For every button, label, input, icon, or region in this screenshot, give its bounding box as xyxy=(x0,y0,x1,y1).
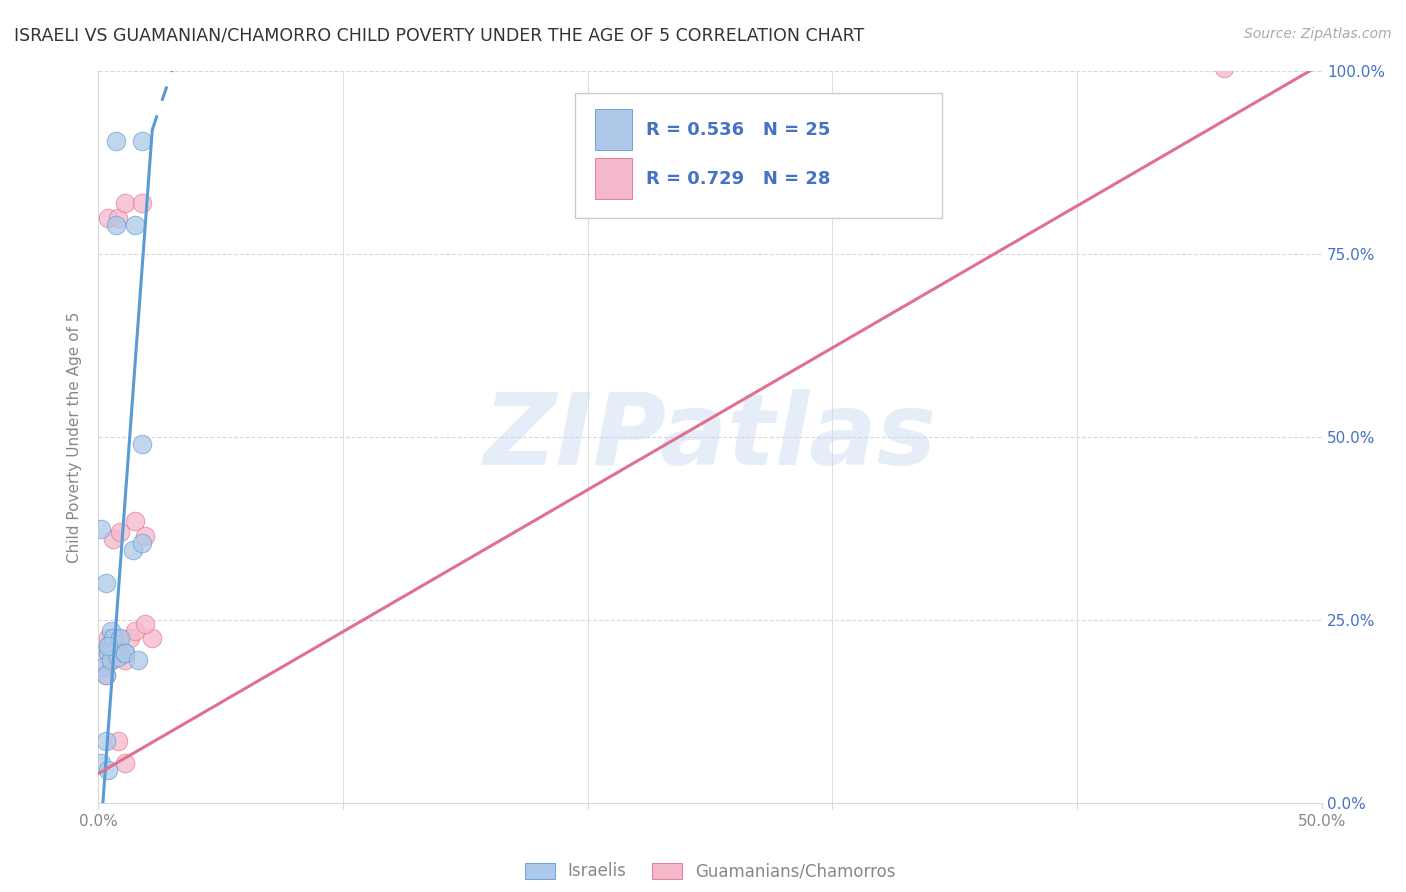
Point xyxy=(100,653,122,667)
Point xyxy=(127,653,149,667)
Point xyxy=(110,525,132,540)
Point xyxy=(90,521,112,535)
Point xyxy=(101,632,124,646)
Point xyxy=(100,653,122,667)
Point xyxy=(124,624,146,638)
Point xyxy=(107,632,129,646)
Point xyxy=(104,218,127,232)
Point xyxy=(124,514,146,528)
Point xyxy=(94,576,117,591)
Point xyxy=(91,660,114,674)
Y-axis label: Child Poverty Under the Age of 5: Child Poverty Under the Age of 5 xyxy=(67,311,83,563)
Point xyxy=(101,632,124,646)
Point xyxy=(131,536,153,550)
Point xyxy=(94,667,117,681)
Point xyxy=(114,646,136,660)
Point xyxy=(114,756,136,770)
Point xyxy=(94,733,117,747)
Point xyxy=(97,639,120,653)
Point xyxy=(97,763,120,777)
Point xyxy=(110,632,132,646)
Point xyxy=(120,632,142,646)
Point xyxy=(134,529,156,543)
Point xyxy=(90,756,112,770)
Point xyxy=(100,624,122,638)
Point xyxy=(141,632,163,646)
Point xyxy=(1212,61,1234,75)
FancyBboxPatch shape xyxy=(595,159,631,199)
Point xyxy=(131,196,153,211)
Point xyxy=(114,653,136,667)
Point xyxy=(114,646,136,660)
Text: R = 0.536   N = 25: R = 0.536 N = 25 xyxy=(647,120,831,138)
Point xyxy=(131,134,153,148)
Point xyxy=(104,639,127,653)
FancyBboxPatch shape xyxy=(595,110,631,150)
Point xyxy=(121,543,143,558)
Point xyxy=(104,134,127,148)
Text: R = 0.729   N = 28: R = 0.729 N = 28 xyxy=(647,169,831,187)
Point xyxy=(131,437,153,451)
Point xyxy=(97,632,120,646)
Point xyxy=(97,646,120,660)
Point xyxy=(97,646,120,660)
Point xyxy=(100,653,122,667)
Point xyxy=(101,533,124,547)
Point xyxy=(101,646,124,660)
Point xyxy=(94,667,117,681)
Point xyxy=(91,660,114,674)
Legend: Israelis, Guamanians/Chamorros: Israelis, Guamanians/Chamorros xyxy=(517,855,903,887)
Point xyxy=(97,639,120,653)
Point xyxy=(114,196,136,211)
FancyBboxPatch shape xyxy=(575,94,942,218)
Point xyxy=(107,649,129,664)
Point xyxy=(134,616,156,631)
Text: Source: ZipAtlas.com: Source: ZipAtlas.com xyxy=(1244,27,1392,41)
Text: ZIPatlas: ZIPatlas xyxy=(484,389,936,485)
Text: ISRAELI VS GUAMANIAN/CHAMORRO CHILD POVERTY UNDER THE AGE OF 5 CORRELATION CHART: ISRAELI VS GUAMANIAN/CHAMORRO CHILD POVE… xyxy=(14,27,865,45)
Point xyxy=(107,211,129,225)
Point xyxy=(110,646,132,660)
Point xyxy=(107,733,129,747)
Point xyxy=(124,218,146,232)
Point xyxy=(97,639,120,653)
Point xyxy=(97,211,120,225)
